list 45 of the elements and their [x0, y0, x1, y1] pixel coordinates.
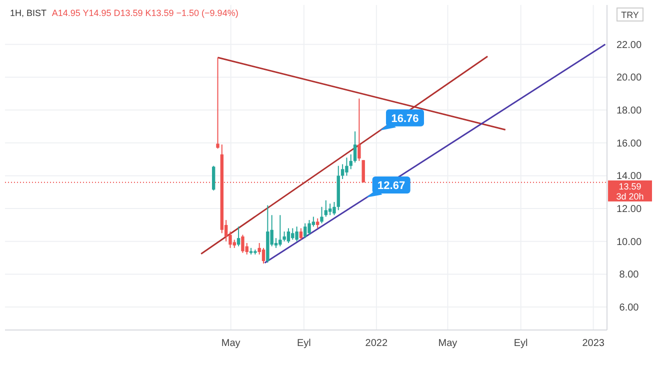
candlestick	[349, 154, 352, 170]
chart-title: 1H, BIST	[10, 8, 46, 18]
candlestick	[316, 218, 320, 229]
ref-line-label: 13.59	[618, 181, 642, 192]
candlestick	[324, 200, 328, 218]
candlestick	[291, 228, 294, 240]
candlestick	[262, 247, 266, 264]
candlestick	[332, 201, 336, 216]
y-tick-label: 8.00	[619, 270, 640, 281]
candlestick	[353, 130, 357, 164]
candlestick	[212, 165, 216, 191]
candlestick	[345, 157, 348, 176]
y-tick-label: 10.00	[616, 236, 642, 248]
candlestick	[308, 220, 311, 236]
y-tick-label: 16.00	[616, 138, 642, 150]
candlestick	[216, 57, 220, 150]
annotation: 12.67	[378, 180, 406, 192]
candlestick	[241, 234, 244, 254]
x-tick-label: May	[221, 338, 240, 349]
candlestick	[320, 206, 324, 224]
x-tick-label: Eyl	[296, 338, 311, 349]
candlestick	[328, 203, 332, 216]
candlestick	[304, 222, 307, 239]
candlestick	[295, 226, 298, 242]
y-tick-label: 18.00	[616, 106, 642, 117]
y-tick-label: 14.00	[616, 171, 642, 182]
candlestick	[299, 228, 303, 240]
candlestick	[236, 226, 240, 247]
x-tick-label: 2022	[365, 338, 388, 349]
y-tick-label: 12.00	[616, 204, 642, 216]
y-tick-label: 22.00	[616, 40, 642, 51]
candlestick	[340, 164, 344, 180]
x-tick-label: Eyl	[514, 338, 528, 349]
candlestick	[358, 98, 361, 162]
x-tick-label: May	[438, 338, 458, 349]
candlestick	[278, 214, 282, 247]
chart-subtitle: A14.95 Y14.95 D13.59 K13.59 −1.50 (−9.94%)	[52, 8, 238, 18]
candlestick	[282, 231, 286, 242]
annotation: 16.76	[391, 112, 419, 125]
text: 3d 20h	[616, 191, 644, 202]
x-tick-label: 2023	[582, 338, 605, 349]
y-tick-label: 6.00	[619, 302, 640, 314]
y-tick-label: 20.00	[616, 72, 642, 84]
y-axis-title: TRY	[621, 10, 639, 20]
candlestick	[286, 228, 290, 244]
